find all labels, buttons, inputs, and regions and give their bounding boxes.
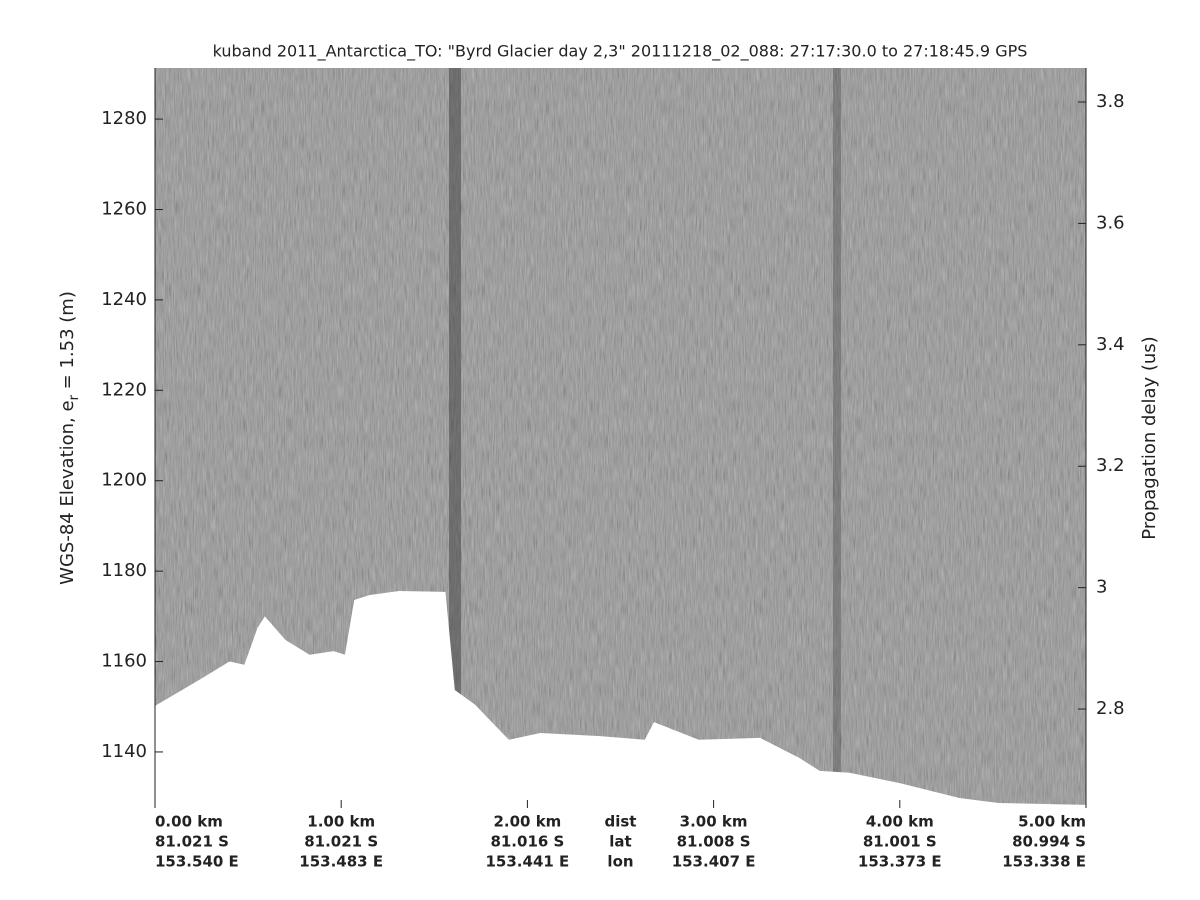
x-tick-label: 5.00 km bbox=[1018, 813, 1086, 831]
y2-tick-label: 3 bbox=[1096, 577, 1107, 598]
surface-area bbox=[155, 591, 1086, 808]
x-tick-label: 1.00 km bbox=[307, 813, 375, 831]
x-tick-label: 0.00 km bbox=[155, 813, 223, 831]
y-tick-label: 1280 bbox=[101, 108, 147, 129]
y2-tick-label: 3.8 bbox=[1096, 91, 1125, 112]
x-tick-label: 3.00 km bbox=[680, 813, 748, 831]
lat-label: 81.001 S bbox=[863, 833, 937, 851]
y2-tick-label: 3.6 bbox=[1096, 212, 1125, 233]
lat-label: 81.021 S bbox=[155, 833, 229, 851]
y-tick-label: 1240 bbox=[101, 289, 147, 310]
lon-label: 153.373 E bbox=[858, 853, 942, 871]
lat-label: 81.008 S bbox=[677, 833, 751, 851]
y2-tick-label: 3.4 bbox=[1096, 334, 1125, 355]
x-tick-label: 2.00 km bbox=[493, 813, 561, 831]
lon-label: 153.407 E bbox=[672, 853, 756, 871]
y-tick-label: 1260 bbox=[101, 198, 147, 219]
row-name: dist bbox=[605, 813, 637, 831]
y-tick-label: 1160 bbox=[101, 651, 147, 672]
lon-label: 153.540 E bbox=[155, 853, 239, 871]
lon-label: 153.338 E bbox=[1002, 853, 1086, 871]
y-tick-label: 1180 bbox=[101, 560, 147, 581]
row-name: lat bbox=[609, 833, 631, 851]
y2-tick-label: 3.2 bbox=[1096, 455, 1125, 476]
lon-label: 153.483 E bbox=[299, 853, 383, 871]
lat-label: 81.016 S bbox=[490, 833, 564, 851]
y-tick-label: 1200 bbox=[101, 470, 147, 491]
y2-tick-label: 2.8 bbox=[1096, 698, 1125, 719]
chart-title: kuband 2011_Antarctica_TO: "Byrd Glacier… bbox=[213, 42, 1028, 62]
row-name: lon bbox=[607, 853, 633, 871]
lat-label: 80.994 S bbox=[1012, 833, 1086, 851]
lat-label: 81.021 S bbox=[304, 833, 378, 851]
lon-label: 153.441 E bbox=[486, 853, 570, 871]
y-tick-label: 1220 bbox=[101, 379, 147, 400]
x-tick-label: 4.00 km bbox=[866, 813, 934, 831]
y-tick-label: 1140 bbox=[101, 741, 147, 762]
y-axis-label: WGS-84 Elevation, er = 1.53 (m) bbox=[57, 291, 82, 585]
y2-axis-label: Propagation delay (us) bbox=[1139, 336, 1160, 539]
